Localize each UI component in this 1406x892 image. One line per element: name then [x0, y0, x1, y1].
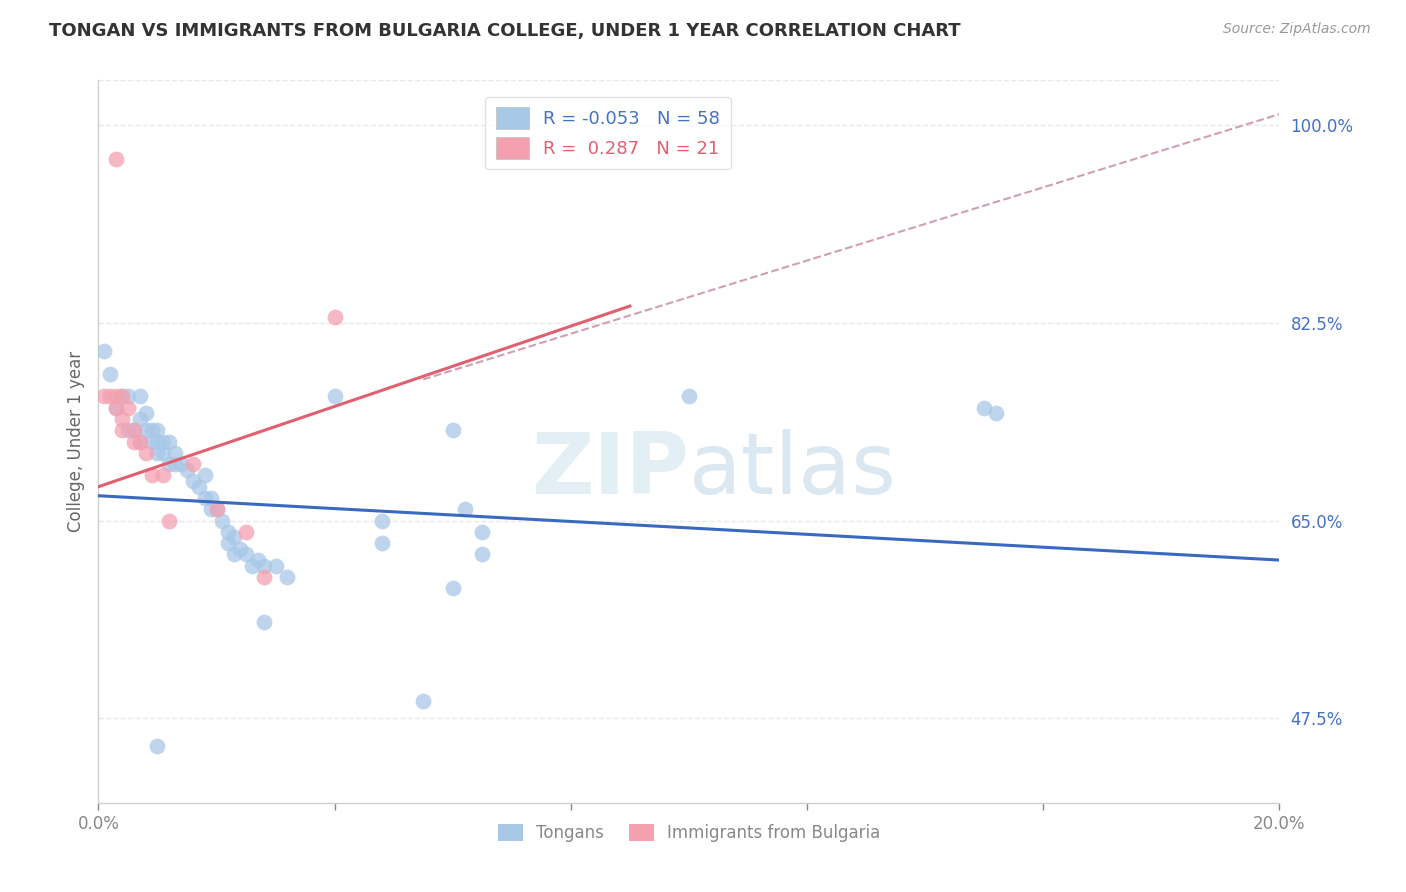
- Point: [157, 457, 180, 471]
- Point: [253, 570, 276, 584]
- Point: [229, 541, 252, 556]
- Point: [111, 389, 134, 403]
- Point: [224, 548, 246, 562]
- Point: [253, 615, 276, 629]
- Point: [105, 389, 128, 403]
- Point: [176, 463, 198, 477]
- Point: [135, 446, 157, 460]
- Point: [111, 412, 134, 426]
- Point: [105, 401, 128, 415]
- Point: [111, 389, 134, 403]
- Point: [122, 423, 145, 437]
- Point: [135, 406, 157, 420]
- Point: [181, 457, 204, 471]
- Text: TONGAN VS IMMIGRANTS FROM BULGARIA COLLEGE, UNDER 1 YEAR CORRELATION CHART: TONGAN VS IMMIGRANTS FROM BULGARIA COLLE…: [49, 22, 960, 40]
- Point: [141, 434, 163, 449]
- Point: [98, 389, 121, 403]
- Point: [235, 524, 257, 539]
- Text: ZIP: ZIP: [531, 429, 689, 512]
- Point: [93, 389, 115, 403]
- Point: [122, 434, 145, 449]
- Point: [141, 423, 163, 437]
- Point: [135, 423, 157, 437]
- Point: [146, 739, 169, 754]
- Point: [152, 468, 174, 483]
- Point: [181, 474, 204, 488]
- Point: [471, 524, 494, 539]
- Point: [117, 389, 139, 403]
- Point: [200, 491, 222, 505]
- Point: [170, 457, 193, 471]
- Point: [453, 502, 475, 516]
- Point: [128, 434, 150, 449]
- Point: [205, 502, 228, 516]
- Point: [194, 468, 217, 483]
- Point: [152, 434, 174, 449]
- Point: [157, 514, 180, 528]
- Point: [146, 423, 169, 437]
- Point: [984, 406, 1007, 420]
- Point: [117, 401, 139, 415]
- Point: [323, 389, 346, 403]
- Point: [323, 310, 346, 325]
- Point: [371, 536, 394, 550]
- Point: [235, 548, 257, 562]
- Point: [105, 153, 128, 167]
- Point: [217, 524, 239, 539]
- Point: [240, 558, 263, 573]
- Point: [98, 367, 121, 381]
- Point: [152, 446, 174, 460]
- Point: [441, 582, 464, 596]
- Point: [157, 434, 180, 449]
- Point: [217, 536, 239, 550]
- Point: [165, 446, 187, 460]
- Point: [194, 491, 217, 505]
- Point: [246, 553, 269, 567]
- Point: [117, 423, 139, 437]
- Point: [211, 514, 233, 528]
- Point: [264, 558, 287, 573]
- Point: [122, 423, 145, 437]
- Point: [128, 434, 150, 449]
- Point: [128, 389, 150, 403]
- Text: atlas: atlas: [689, 429, 897, 512]
- Point: [371, 514, 394, 528]
- Point: [146, 446, 169, 460]
- Point: [678, 389, 700, 403]
- Point: [93, 344, 115, 359]
- Point: [224, 531, 246, 545]
- Point: [111, 423, 134, 437]
- Point: [141, 468, 163, 483]
- Point: [276, 570, 298, 584]
- Point: [165, 457, 187, 471]
- Point: [412, 694, 434, 708]
- Point: [187, 480, 209, 494]
- Point: [973, 401, 995, 415]
- Point: [105, 401, 128, 415]
- Point: [200, 502, 222, 516]
- Point: [471, 548, 494, 562]
- Legend: Tongans, Immigrants from Bulgaria: Tongans, Immigrants from Bulgaria: [491, 817, 887, 848]
- Point: [128, 412, 150, 426]
- Point: [441, 423, 464, 437]
- Point: [205, 502, 228, 516]
- Text: Source: ZipAtlas.com: Source: ZipAtlas.com: [1223, 22, 1371, 37]
- Y-axis label: College, Under 1 year: College, Under 1 year: [66, 351, 84, 533]
- Point: [253, 558, 276, 573]
- Point: [146, 434, 169, 449]
